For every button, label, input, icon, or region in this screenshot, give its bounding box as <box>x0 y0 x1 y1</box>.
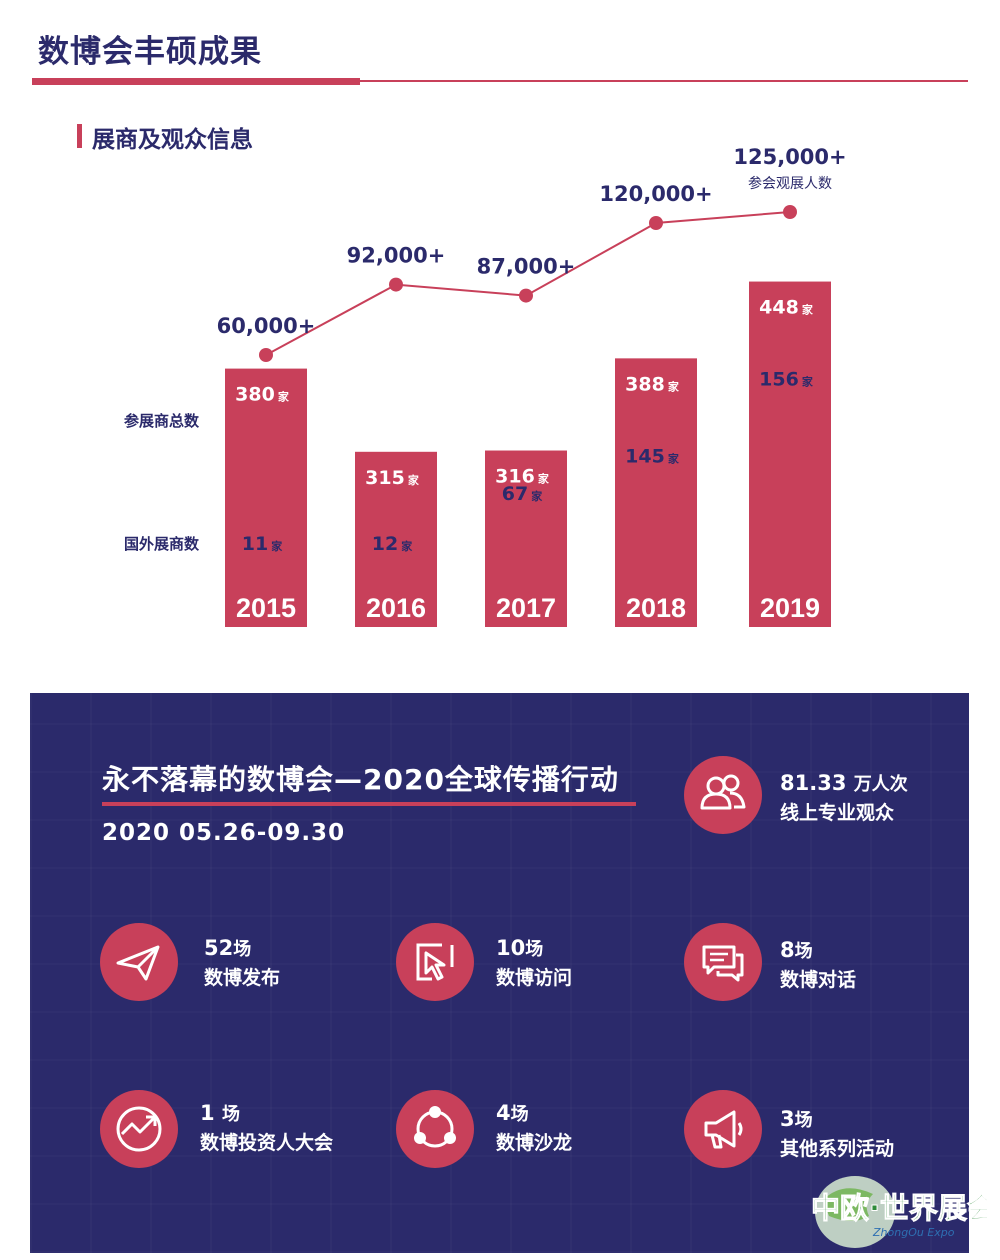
campaign-title-underline <box>102 802 636 806</box>
stat-label: 线上专业观众 <box>780 802 895 824</box>
svg-text:中欧·世界展会: 中欧·世界展会 <box>811 1191 987 1225</box>
stat-unit: 场 <box>794 1110 813 1131</box>
row-label-foreign-exhibitors: 国外展商数 <box>124 535 200 553</box>
stat-label: 数博投资人大会 <box>200 1132 334 1154</box>
stat-unit: 万人次 <box>853 774 908 795</box>
panel-texture <box>30 693 969 1253</box>
bar <box>225 368 307 627</box>
zhongou-expo-logo: 中欧·世界展会 ZhongOu Expo <box>811 1176 987 1248</box>
visitor-value-label: 125,000+ <box>733 145 846 169</box>
stat-number: 3 <box>780 1107 795 1131</box>
campaign-title: 永不落幕的数博会—2020全球传播行动 <box>102 763 619 796</box>
campaign-date: 2020 05.26-09.30 <box>102 820 346 846</box>
paper-plane-icon <box>100 923 178 1001</box>
visitor-point <box>259 348 273 362</box>
network-icon <box>396 1090 474 1168</box>
stat-number: 10 <box>496 936 526 960</box>
visitor-value-label: 92,000+ <box>347 244 446 268</box>
campaign-panel: 永不落幕的数博会—2020全球传播行动 2020 05.26-09.30 81.… <box>30 693 969 1253</box>
stat-number: 4 <box>496 1101 511 1125</box>
visitor-value-label: 60,000+ <box>217 314 316 338</box>
bar <box>485 450 567 627</box>
visitor-point <box>649 216 663 230</box>
trend-up-icon <box>100 1090 178 1168</box>
section-title: 展商及观众信息 <box>92 127 253 153</box>
page-title: 数博会丰硕成果 <box>38 34 262 70</box>
bar <box>749 281 831 627</box>
year-label: 2019 <box>760 593 820 623</box>
stat-label: 数博发布 <box>204 967 281 989</box>
visitor-point <box>519 288 533 303</box>
title-underline-accent <box>32 78 360 85</box>
stat-label: 其他系列活动 <box>780 1138 895 1160</box>
stat-unit: 场 <box>221 1104 240 1125</box>
year-label: 2016 <box>366 593 426 623</box>
stat-unit: 场 <box>233 939 252 960</box>
people-icon <box>684 756 762 834</box>
bar <box>615 358 697 627</box>
stat-number: 52 <box>204 936 234 960</box>
year-label: 2017 <box>496 593 556 623</box>
visitor-point <box>389 277 403 292</box>
visitor-line <box>265 211 791 356</box>
stat-number: 8 <box>780 938 795 962</box>
svg-text:ZhongOu Expo: ZhongOu Expo <box>872 1226 955 1239</box>
stat-unit: 场 <box>510 1104 529 1125</box>
section-marker <box>77 124 82 148</box>
year-label: 2018 <box>626 593 686 623</box>
bar <box>355 451 437 627</box>
stat-label: 数博对话 <box>780 969 857 991</box>
visitor-value-label: 120,000+ <box>599 182 712 206</box>
visitor-point <box>783 205 797 219</box>
stat-number: 81.33 <box>780 771 847 795</box>
megaphone-icon <box>684 1090 762 1168</box>
cursor-click-icon <box>396 923 474 1001</box>
visitor-series-label: 参会观展人数 <box>748 175 832 192</box>
chat-bubbles-icon <box>684 923 762 1001</box>
year-label: 2015 <box>236 593 296 623</box>
stat-unit: 场 <box>794 941 813 962</box>
stat-label: 数博访问 <box>496 967 573 989</box>
row-label-total-exhibitors: 参展商总数 <box>124 412 200 430</box>
visitor-value-label: 87,000+ <box>477 255 576 279</box>
stat-label: 数博沙龙 <box>496 1132 573 1154</box>
title-underline <box>360 80 968 82</box>
stat-number: 1 <box>200 1101 215 1125</box>
stat-unit: 场 <box>525 939 544 960</box>
